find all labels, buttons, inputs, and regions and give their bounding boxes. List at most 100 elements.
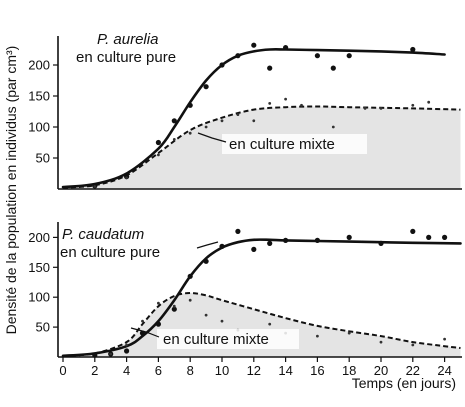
caudatum-mixed-label: en culture mixte: [163, 331, 269, 348]
panel-aurelia: P. aurelia en culture pure en culture mi…: [28, 31, 462, 190]
y-tick-label-1-100: 100: [28, 290, 50, 305]
x-tick-label-4: 4: [123, 363, 130, 378]
x-axis-title: Temps (en jours): [352, 375, 456, 391]
pure-point-1-12: [283, 237, 289, 243]
pure-point-0-11: [314, 53, 320, 59]
mixed-point-0-12: [331, 125, 335, 129]
aurelia-mixed-leader: [197, 132, 227, 143]
mixed-point-0-5: [204, 125, 208, 129]
aurelia-mixed-label: en culture mixte: [229, 136, 335, 153]
x-tick-label-24: 24: [437, 363, 451, 378]
caudatum-pure-curve: [61, 238, 462, 358]
mixed-point-0-14: [379, 107, 383, 110]
aurelia-y-ticks: 50 100 150 200: [28, 58, 58, 166]
mixed-point-1-3: [157, 301, 160, 305]
panel-caudatum: P. caudatum en culture pure en culture m…: [28, 222, 462, 358]
mixed-point-0-16: [427, 100, 431, 104]
pure-point-1-2: [124, 348, 130, 354]
mixed-point-1-4: [172, 304, 176, 308]
pure-point-0-9: [267, 65, 273, 71]
pure-point-0-7: [235, 53, 241, 59]
y-tick-label-0-100: 100: [28, 120, 50, 135]
mixed-point-1-14: [411, 343, 415, 347]
pure-point-1-9: [235, 228, 241, 234]
y-axis-title: Densité de la population en individus (p…: [3, 46, 19, 335]
mixed-point-0-1: [125, 176, 128, 180]
y-tick-label-0-150: 150: [28, 89, 50, 104]
mixed-point-1-1: [125, 343, 128, 347]
pure-point-1-5: [171, 306, 177, 312]
x-tick-label-16: 16: [310, 363, 324, 378]
mixed-point-0-7: [236, 113, 240, 116]
pure-point-1-8: [219, 243, 225, 249]
aurelia-species-label: P. aurelia: [97, 31, 158, 48]
x-tick-label-12: 12: [247, 363, 261, 378]
mixed-point-1-11: [316, 334, 319, 338]
mixed-point-0-9: [268, 102, 272, 105]
pure-point-1-10: [251, 246, 257, 252]
x-tick-label-0: 0: [59, 363, 66, 378]
x-tick-label-22: 22: [406, 363, 420, 378]
mixed-point-0-0: [93, 185, 97, 188]
mixed-point-0-11: [300, 103, 303, 107]
pure-point-1-14: [346, 234, 352, 240]
aurelia-pure-label: en culture pure: [76, 49, 176, 66]
mixed-point-1-0: [109, 352, 113, 356]
mixed-point-1-9: [268, 322, 272, 326]
y-tick-label-1-200: 200: [28, 230, 50, 245]
x-tick-label-2: 2: [91, 363, 98, 378]
mixed-point-1-2: [141, 319, 144, 323]
mixed-point-1-7: [220, 319, 224, 323]
mixed-point-1-6: [204, 313, 208, 317]
x-tick-label-20: 20: [374, 363, 388, 378]
caudatum-species-label: P. caudatum: [62, 226, 144, 243]
y-tick-label-0-50: 50: [36, 151, 50, 166]
pure-point-0-13: [346, 53, 352, 59]
x-tick-label-10: 10: [215, 363, 229, 378]
y-tick-label-1-50: 50: [36, 320, 50, 335]
mixed-point-1-12: [347, 331, 351, 335]
pure-point-0-10: [283, 45, 289, 51]
mixed-point-1-13: [379, 340, 383, 344]
x-tick-label-14: 14: [278, 363, 292, 378]
pure-point-0-4: [187, 102, 193, 108]
pure-point-1-13: [314, 237, 320, 243]
caudatum-y-ticks: 50 100 150 200: [28, 230, 58, 335]
mixed-point-0-15: [411, 103, 415, 107]
pure-point-0-3: [171, 118, 177, 124]
mixed-point-0-13: [363, 107, 367, 110]
pure-point-0-5: [203, 84, 209, 90]
aurelia-points: [92, 42, 431, 189]
x-ticks: 0 2 4 6 8 10 12 14 16 18 20 22 24: [59, 357, 452, 378]
pure-point-0-12: [330, 65, 336, 71]
pure-point-1-17: [426, 234, 432, 240]
pure-point-1-16: [410, 228, 416, 234]
mixed-point-1-5: [188, 298, 192, 302]
pure-point-0-14: [410, 46, 416, 53]
pure-point-1-15: [378, 240, 384, 246]
y-tick-label-0-200: 200: [28, 58, 50, 73]
mixed-point-1-15: [443, 337, 446, 341]
caudatum-pure-leader: [196, 241, 219, 249]
x-tick-label-18: 18: [342, 363, 356, 378]
mixed-point-0-3: [172, 138, 176, 141]
pure-point-0-2: [155, 139, 161, 146]
x-tick-label-8: 8: [187, 363, 194, 378]
mixed-point-0-10: [284, 97, 287, 101]
y-tick-label-1-150: 150: [28, 260, 50, 275]
pure-point-1-7: [203, 258, 209, 264]
caudatum-mixed-leader: [130, 327, 160, 338]
x-tick-label-6: 6: [155, 363, 162, 378]
mixed-point-0-6: [220, 119, 224, 123]
mixed-point-0-4: [188, 131, 192, 135]
pure-point-1-11: [267, 240, 273, 246]
pure-point-1-6: [187, 273, 193, 279]
pure-point-0-6: [219, 62, 225, 68]
mixed-point-0-8: [252, 119, 256, 123]
pure-point-1-4: [155, 321, 161, 327]
caudatum-pure-label: en culture pure: [60, 244, 160, 261]
mixed-point-0-2: [157, 153, 160, 157]
pure-point-0-8: [251, 42, 257, 48]
